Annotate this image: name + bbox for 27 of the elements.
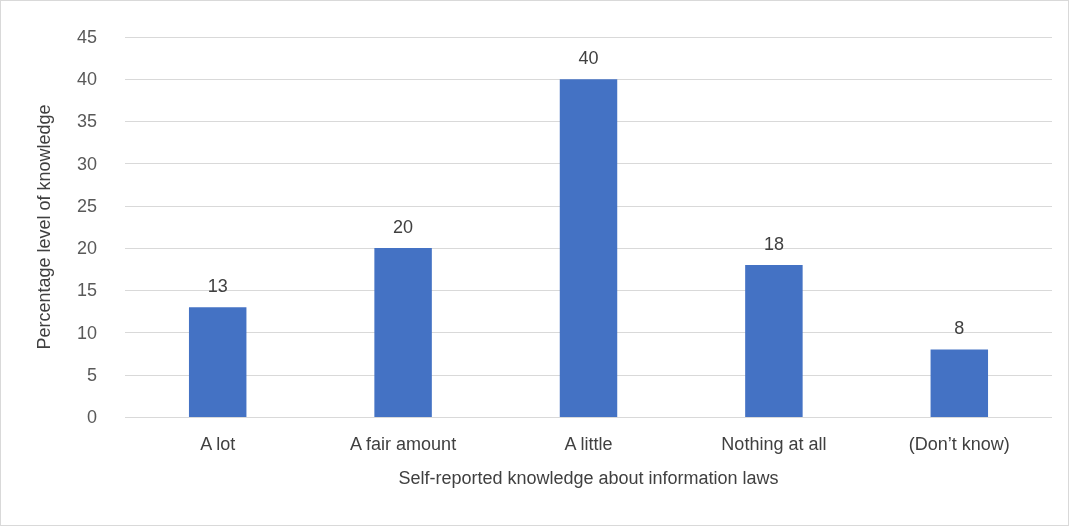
data-label: 40 (578, 48, 599, 69)
bar (188, 307, 247, 417)
x-tick-label: A lot (200, 434, 236, 454)
y-tick-label: 30 (76, 153, 97, 174)
x-tick-label: Nothing at all (721, 434, 827, 454)
y-tick-label: 40 (76, 69, 97, 90)
y-tick-label: 15 (76, 280, 97, 301)
x-tick-label: A fair amount (350, 434, 457, 454)
data-label: 20 (393, 217, 414, 238)
y-axis-title: Percentage level of knowledge (34, 104, 54, 350)
y-tick-label: 20 (76, 238, 97, 259)
x-axis-title: Self-reported knowledge about information laws (398, 468, 779, 488)
bar (930, 349, 989, 417)
y-tick-label: 10 (76, 322, 97, 343)
data-label: 13 (207, 276, 228, 297)
y-tick-label: 25 (76, 195, 97, 216)
y-tick-label: 35 (76, 111, 97, 132)
y-tick-label: 45 (76, 27, 97, 47)
data-label: 8 (954, 318, 965, 339)
y-tick-label: 5 (86, 364, 97, 385)
data-label: 18 (763, 234, 784, 254)
bar (559, 79, 618, 417)
y-tick-label: 0 (86, 407, 97, 427)
x-tick-label: A little (564, 434, 613, 454)
x-tick-label: (Don’t know) (908, 434, 1010, 454)
bar (745, 265, 803, 417)
bar (374, 248, 432, 417)
